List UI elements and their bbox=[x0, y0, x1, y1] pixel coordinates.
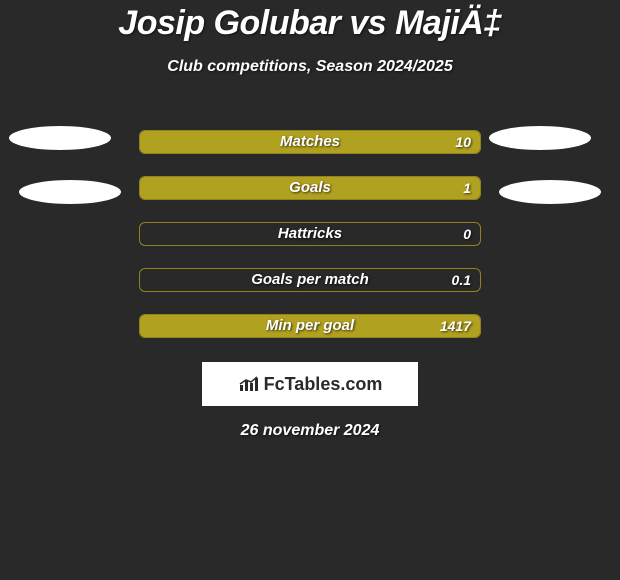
stat-bar-fill bbox=[140, 315, 480, 337]
stat-bar-fill bbox=[140, 177, 480, 199]
stat-row: Hattricks0 bbox=[0, 210, 620, 256]
stat-row: Min per goal1417 bbox=[0, 302, 620, 348]
stat-bar-track bbox=[139, 130, 481, 154]
bar-chart-icon bbox=[238, 375, 260, 393]
logo: FcTables.com bbox=[238, 374, 383, 395]
logo-box: FcTables.com bbox=[202, 362, 418, 406]
decorative-ellipse bbox=[489, 126, 591, 150]
stat-row: Goals per match0.1 bbox=[0, 256, 620, 302]
stat-bar-fill bbox=[140, 131, 480, 153]
infographic-root: Josip Golubar vs MajiÄ‡ Club competition… bbox=[0, 0, 620, 580]
decorative-ellipse bbox=[9, 126, 111, 150]
decorative-ellipse bbox=[499, 180, 601, 204]
footer-date: 26 november 2024 bbox=[0, 422, 620, 440]
stat-bar-track bbox=[139, 222, 481, 246]
page-subtitle: Club competitions, Season 2024/2025 bbox=[0, 58, 620, 76]
decorative-ellipse bbox=[19, 180, 121, 204]
page-title: Josip Golubar vs MajiÄ‡ bbox=[0, 0, 620, 43]
logo-text: FcTables.com bbox=[264, 374, 383, 395]
stat-bar-track bbox=[139, 176, 481, 200]
stat-bar-track bbox=[139, 314, 481, 338]
stats-area: Matches10Goals1Hattricks0Goals per match… bbox=[0, 118, 620, 348]
stat-bar-track bbox=[139, 268, 481, 292]
